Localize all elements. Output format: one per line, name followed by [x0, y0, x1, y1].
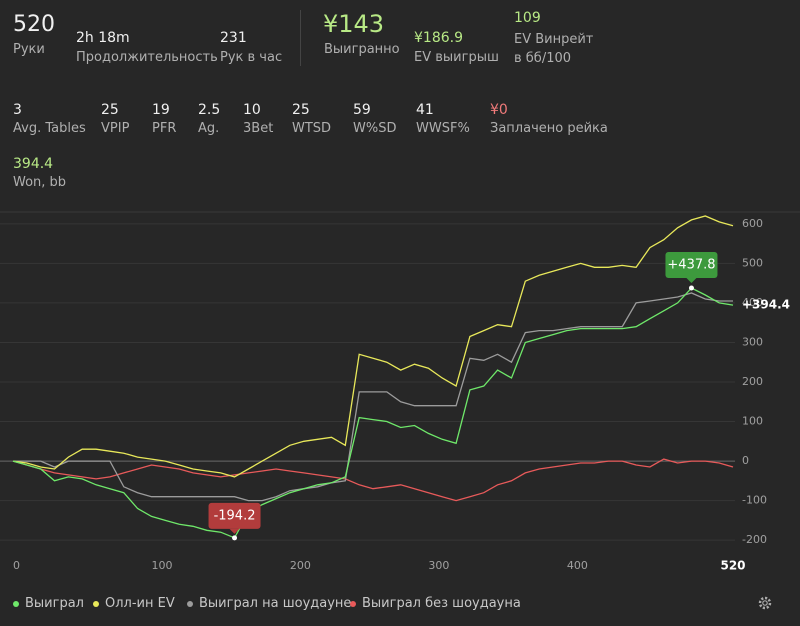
- stat-label: Продолжительность: [76, 50, 218, 65]
- stat-label: PFR: [152, 121, 177, 136]
- x-tick-label: 100: [151, 559, 172, 572]
- annotation-label: -194.2: [214, 508, 256, 523]
- series-line: [13, 292, 733, 502]
- annotation: -194.2: [208, 502, 261, 541]
- annotation: +437.8: [665, 251, 718, 291]
- stat-value: 520: [13, 12, 55, 37]
- divider: [300, 10, 301, 66]
- stat-value: 3: [13, 102, 22, 118]
- stat-label: VPIP: [101, 121, 130, 136]
- legend-item[interactable]: Выиграл на шоудауне: [187, 596, 351, 611]
- annotation-pointer: [686, 277, 697, 283]
- x-tick-label: 0: [13, 559, 20, 572]
- x-tick-label: 400: [567, 559, 588, 572]
- annotation-point: [232, 535, 238, 541]
- legend-label: Выиграл без шоудауна: [362, 596, 521, 611]
- x-tick-label: 200: [290, 559, 311, 572]
- stat-value: 10: [243, 102, 261, 118]
- y-tick-label: -100: [742, 494, 767, 507]
- legend-item[interactable]: Выиграл: [13, 596, 84, 611]
- end-label: +394.4: [742, 298, 790, 312]
- y-tick-label: 400: [742, 296, 763, 309]
- annotation-point: [688, 285, 694, 291]
- stat-value: 19: [152, 102, 170, 118]
- series-line: [12, 458, 734, 502]
- stat-label: W%SD: [353, 121, 397, 136]
- legend-label: Олл-ин EV: [105, 596, 175, 611]
- legend-label: Выиграл: [25, 596, 84, 611]
- y-tick-label: 200: [742, 375, 763, 388]
- stat-label: EV выигрыш: [414, 50, 499, 65]
- legend-swatch: [93, 600, 99, 607]
- stat-label: WWSF%: [416, 121, 470, 136]
- legend-swatch: [187, 600, 193, 607]
- legend-item[interactable]: Олл-ин EV: [93, 596, 175, 611]
- stat-value: 231: [220, 30, 247, 46]
- annotation-box: [665, 251, 718, 278]
- stat-value: 41: [416, 102, 434, 118]
- stat-label: Ag.: [198, 121, 220, 136]
- stat-value: 59: [353, 102, 371, 118]
- stat-value: ¥0: [490, 102, 508, 118]
- stat-value: ¥186.9: [414, 30, 463, 46]
- series-line: [12, 215, 734, 478]
- stat-label: EV Винрейт в бб/100: [514, 32, 594, 66]
- stat-value: ¥143: [323, 10, 385, 38]
- y-tick-label: 500: [742, 256, 763, 269]
- legend-item[interactable]: Выиграл без шоудауна: [350, 596, 521, 611]
- annotation-label: +437.8: [667, 257, 715, 272]
- annotation-box: [208, 502, 261, 529]
- stat-label: 3Bet: [243, 121, 274, 136]
- legend-swatch: [350, 600, 356, 607]
- y-tick-label: 0: [742, 454, 749, 467]
- stat-value: 109: [514, 10, 541, 26]
- stat-label: Avg. Tables: [13, 121, 86, 136]
- stat-value: 2h 18m: [76, 30, 130, 46]
- stat-value: 25: [101, 102, 119, 118]
- stat-label: Рук в час: [220, 50, 283, 65]
- settings-icon[interactable]: [757, 595, 773, 611]
- x-tick-label: 300: [428, 559, 449, 572]
- y-tick-label: 600: [742, 217, 763, 230]
- stat-label: Выигранно: [324, 42, 400, 57]
- stat-label: Won, bb: [13, 175, 67, 190]
- legend-swatch: [13, 600, 19, 607]
- series-line: [12, 287, 734, 539]
- y-tick-label: -200: [742, 533, 767, 546]
- x-tick-label: 520: [720, 559, 745, 573]
- legend-label: Выиграл на шоудауне: [199, 596, 352, 611]
- stat-label: Руки: [13, 42, 45, 57]
- y-tick-label: 300: [742, 335, 763, 348]
- annotation-pointer: [229, 528, 240, 534]
- stat-value: 2.5: [198, 102, 221, 118]
- stat-value: 25: [292, 102, 310, 118]
- stat-value: 394.4: [13, 156, 54, 172]
- y-tick-label: 100: [742, 415, 763, 428]
- stat-label: WTSD: [292, 121, 332, 136]
- stat-label: Заплачено рейка: [490, 121, 608, 136]
